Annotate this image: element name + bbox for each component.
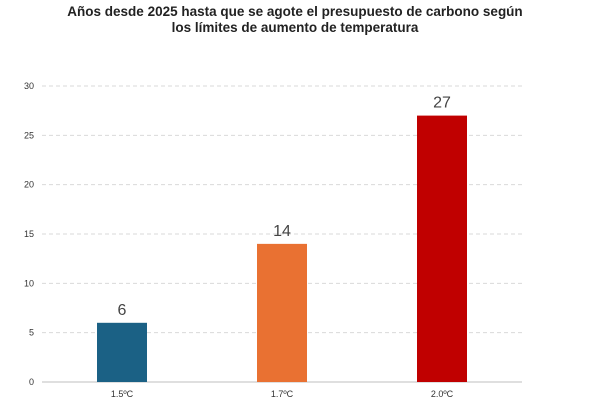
chart-title-line-2: los límites de aumento de temperatura	[171, 20, 419, 35]
data-label: 27	[433, 95, 451, 112]
chart-title-line-1: Años desde 2025 hasta que se agote el pr…	[67, 4, 523, 19]
y-tick-label: 30	[24, 81, 34, 91]
y-tick-label: 5	[29, 328, 34, 338]
bar	[417, 115, 467, 382]
x-tick-label: 2.0ºC	[431, 389, 454, 399]
bar	[257, 243, 307, 382]
x-tick-label: 1.5ºC	[111, 389, 134, 399]
bar	[97, 322, 147, 382]
chart-title: Años desde 2025 hasta que se agote el pr…	[0, 4, 590, 36]
x-tick-label: 1.7ºC	[271, 389, 294, 399]
y-tick-label: 10	[24, 278, 34, 288]
y-tick-label: 0	[29, 377, 34, 387]
data-label: 6	[118, 302, 127, 319]
bars	[97, 115, 467, 382]
y-tick-label: 20	[24, 180, 34, 190]
data-label: 14	[273, 223, 291, 240]
labels: 0 5 10 15 20 25 30 6 1.5ºC 14 1.7ºC 27 2.0ºC	[24, 81, 454, 399]
y-tick-label: 15	[24, 229, 34, 239]
y-tick-label: 25	[24, 130, 34, 140]
